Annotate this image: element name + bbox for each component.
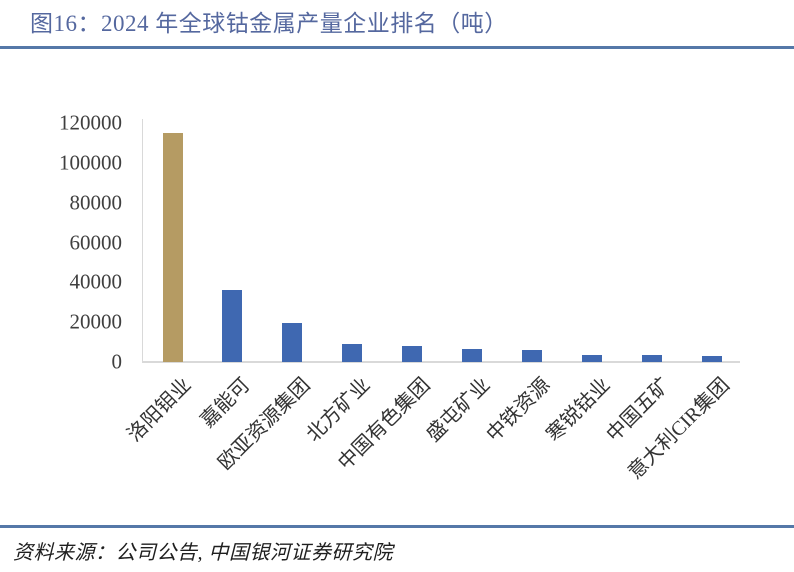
bar-中国有色集团 xyxy=(402,346,423,362)
y-axis-tick-labels: 0 20000 40000 60000 80000 100000 120000 xyxy=(0,112,123,372)
bar-意大利CIR集团 xyxy=(701,356,722,362)
title-divider-rule xyxy=(0,46,794,49)
figure-title: 图16：2024 年全球钴金属产量企业排名（吨） xyxy=(30,11,508,36)
x-axis-label-意大利CIR集团: 意大利CIR集团 xyxy=(624,374,735,484)
y-tick-label: 80000 xyxy=(69,190,123,215)
bar-中铁资源 xyxy=(521,350,542,362)
bar-寒锐钴业 xyxy=(581,354,602,362)
x-axis-label-洛阳钼业: 洛阳钼业 xyxy=(122,374,196,447)
x-axis-line xyxy=(142,361,740,363)
x-axis-label-中国有色集团: 中国有色集团 xyxy=(334,374,435,475)
plot-area xyxy=(142,123,740,362)
x-axis-label-寒锐钴业: 寒锐钴业 xyxy=(542,374,615,447)
y-tick-label: 60000 xyxy=(69,230,123,254)
y-tick-label: 0 xyxy=(111,349,123,374)
y-tick-label: 20000 xyxy=(69,309,123,334)
bar-chart: 0 20000 40000 60000 80000 100000 120000 洛阳钼业 嘉能… xyxy=(0,112,740,484)
x-axis-label-欧亚资源集团: 欧亚资源集团 xyxy=(214,374,315,475)
x-axis-label-盛屯矿业: 盛屯矿业 xyxy=(422,374,495,447)
bar-中国五矿 xyxy=(641,355,662,362)
y-tick-label: 100000 xyxy=(59,150,122,175)
x-axis-label-中国五矿: 中国五矿 xyxy=(602,374,675,447)
y-axis-line xyxy=(142,119,143,363)
x-axis-label-中铁资源: 中铁资源 xyxy=(482,374,555,447)
bar-盛屯矿业 xyxy=(462,348,482,362)
bar-欧亚资源集团 xyxy=(282,322,303,362)
x-axis-label-北方矿业: 北方矿业 xyxy=(302,374,375,447)
bar-北方矿业 xyxy=(342,344,363,362)
x-axis-label-嘉能可: 嘉能可 xyxy=(196,374,255,432)
source-note: 资料来源：公司公告, 中国银河证券研究院 xyxy=(13,542,393,564)
y-tick-label: 40000 xyxy=(69,269,123,294)
bar-洛阳钼业 xyxy=(162,132,183,362)
y-tick-label: 120000 xyxy=(59,110,122,135)
source-divider-rule xyxy=(0,525,794,528)
bar-嘉能可 xyxy=(222,290,243,362)
